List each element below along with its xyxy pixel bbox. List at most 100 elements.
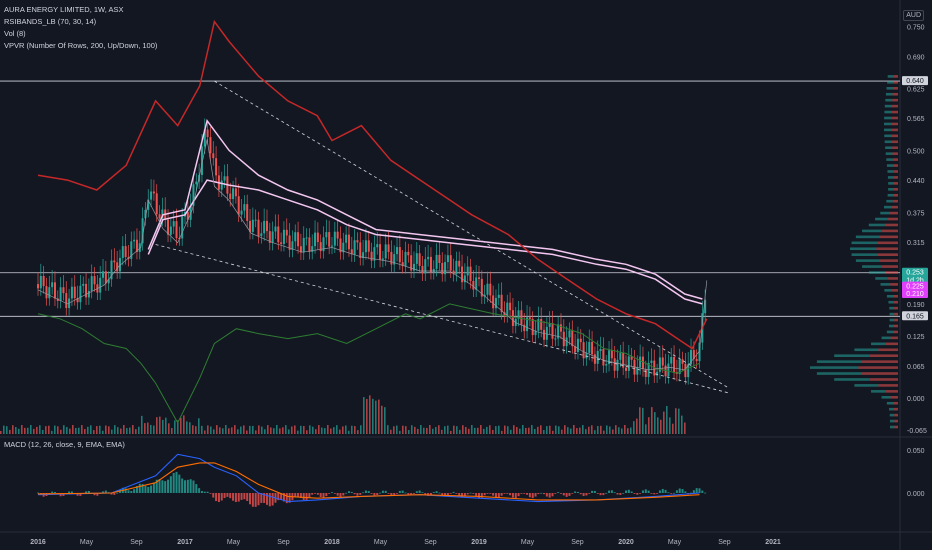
vpvr-bar-up — [816, 372, 862, 375]
volume-bar — [471, 425, 473, 434]
candle-body — [511, 310, 514, 326]
macd-hist-bar — [633, 493, 636, 494]
volume-bar — [492, 429, 494, 434]
candle-body — [568, 330, 571, 338]
macd-hist-bar — [585, 493, 588, 496]
candle-body — [687, 364, 690, 378]
vpvr-bar-up — [862, 229, 882, 233]
price-label: 0.165 — [902, 311, 928, 321]
volume-bar — [291, 426, 293, 434]
macd-hist-bar — [333, 493, 336, 494]
volume-bar — [186, 421, 188, 434]
candle-body — [667, 363, 670, 377]
volume-bar — [93, 430, 95, 434]
macd-hist-bar — [113, 493, 116, 495]
volume-bar — [573, 425, 575, 434]
vpvr-bar-down — [890, 211, 898, 215]
macd-hist-bar — [70, 491, 73, 493]
macd-hist-bar — [509, 493, 512, 496]
volume-bar — [423, 427, 425, 434]
candle-body — [463, 275, 466, 283]
candle-body — [192, 184, 195, 206]
volume-bar — [207, 425, 209, 434]
volume-bar — [48, 425, 50, 434]
candle-body — [356, 240, 359, 243]
macd-y-tick-label: 0.050 — [907, 448, 925, 455]
candle-body — [93, 276, 96, 285]
vpvr-bar-down — [881, 265, 898, 268]
volume-bar — [3, 425, 5, 434]
vpvr-bar-up — [885, 146, 893, 150]
volume-bar — [522, 425, 524, 434]
x-tick-label: May — [374, 539, 388, 546]
macd-hist-bar — [53, 492, 56, 493]
candle-body — [639, 356, 642, 368]
candle-body — [398, 247, 401, 263]
candle-body — [311, 246, 314, 252]
vpvr-bar-up — [889, 419, 895, 423]
vpvr-bar-up — [887, 193, 894, 197]
candle-body — [455, 260, 458, 275]
vpvr-bar-up — [849, 247, 877, 251]
candle-body — [280, 242, 283, 244]
candle-body — [161, 209, 164, 219]
macd-hist-bar — [331, 492, 333, 493]
candle-body — [407, 251, 410, 256]
candle-body — [559, 324, 562, 332]
macd-hist-bar — [463, 493, 466, 497]
candle-body — [328, 232, 331, 247]
macd-hist-bar — [492, 493, 495, 496]
macd-hist-bar — [523, 493, 526, 494]
volume-bar — [126, 428, 128, 434]
candle-body — [215, 158, 218, 176]
macd-hist-bar — [537, 493, 540, 495]
vpvr-bar-up — [881, 396, 891, 399]
candle-body — [175, 221, 178, 239]
macd-hist-bar — [675, 490, 678, 493]
legend-indicator-rsibands: RSIBANDS_LB (70, 30, 14) — [4, 17, 97, 26]
macd-hist-bar — [418, 490, 421, 493]
candle-body — [410, 255, 413, 271]
currency-label[interactable]: AUD — [903, 10, 924, 21]
volume-bar — [123, 425, 125, 434]
macd-hist-bar — [152, 482, 155, 493]
macd-hist-bar — [494, 493, 497, 498]
macd-hist-bar — [186, 479, 189, 493]
price-label-bg — [902, 289, 928, 299]
macd-hist-bar — [373, 493, 376, 496]
candle-body — [223, 176, 226, 181]
vpvr-bar-up — [888, 324, 894, 328]
vpvr-bar-down — [892, 86, 898, 90]
candle-body — [172, 221, 175, 227]
candle-body — [704, 299, 707, 314]
candle-body — [458, 260, 461, 267]
macd-hist-bar — [257, 493, 260, 506]
legend-indicator-vpvr: VPVR (Number Of Rows, 200, Up/Down, 100) — [4, 41, 158, 50]
candle-body — [37, 284, 39, 289]
vpvr-bar-down — [894, 419, 898, 423]
candle-body — [82, 283, 85, 286]
candle-body — [435, 254, 438, 269]
vpvr-bar-up — [855, 235, 880, 239]
vpvr-bar-down — [891, 122, 898, 126]
macd-line — [37, 453, 700, 503]
x-tick-label: 2021 — [765, 539, 781, 546]
volume-bar — [222, 428, 224, 434]
macd-hist-bar — [401, 490, 404, 493]
candle-body — [531, 318, 534, 336]
volume-bar — [159, 416, 161, 434]
candle-body — [104, 271, 107, 284]
price-label-text: 0.225 — [906, 284, 924, 291]
macd-hist-bar — [138, 483, 141, 493]
volume-bar — [135, 429, 137, 434]
volume-bar — [594, 430, 596, 434]
macd-hist-bar — [701, 490, 704, 493]
macd-hist-bar — [215, 493, 218, 502]
vpvr-bar-down — [894, 312, 898, 316]
volume-bar — [477, 427, 479, 434]
candle-body — [152, 191, 155, 194]
macd-hist-bar — [562, 493, 565, 496]
candle-body — [486, 283, 489, 295]
signal-line — [37, 462, 700, 501]
